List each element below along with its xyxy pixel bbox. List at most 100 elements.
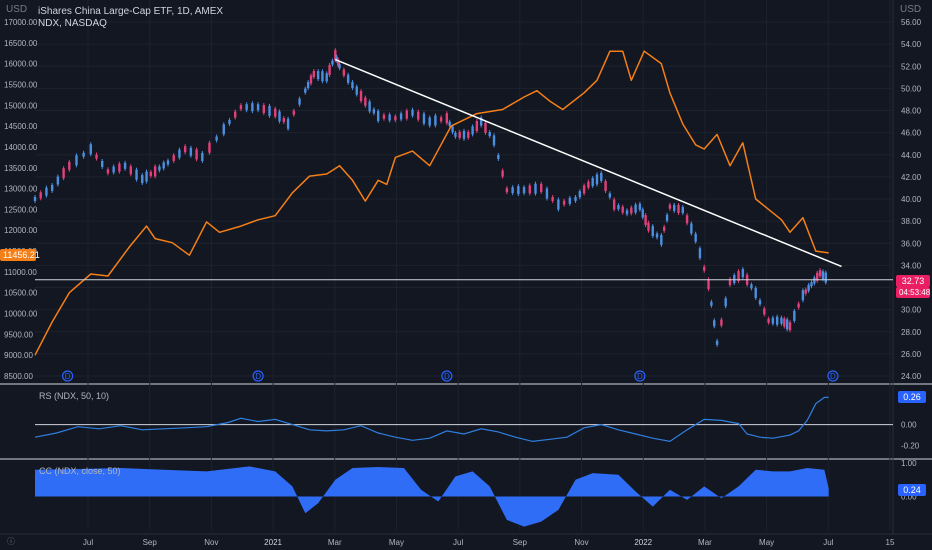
- right-tick-label: 56.00: [901, 18, 922, 27]
- candle-body: [189, 147, 193, 156]
- candle-body: [621, 206, 624, 213]
- candle-body: [434, 115, 437, 126]
- dividend-marker: [634, 370, 646, 382]
- candle-body: [681, 207, 684, 214]
- candle-body: [630, 207, 633, 214]
- candle-body: [405, 110, 408, 119]
- x-tick-label: May: [759, 538, 774, 547]
- candle-body: [651, 226, 654, 237]
- right-tick-label: 48.00: [901, 107, 922, 116]
- candle-body: [582, 185, 586, 194]
- x-tick-label: 15: [886, 538, 895, 547]
- grid: [0, 0, 932, 535]
- candle-body: [617, 205, 620, 210]
- cc-title[interactable]: CC (NDX, close, 50): [39, 466, 121, 476]
- candle-body: [377, 111, 380, 122]
- left-tick-label: 9500.00: [4, 330, 33, 339]
- candle-body: [359, 91, 363, 102]
- candle-body: [475, 120, 479, 131]
- rs-indicator-panel[interactable]: [34, 396, 893, 443]
- left-tick-label: 13000.00: [4, 185, 38, 194]
- candle-body: [428, 117, 431, 126]
- candle-body: [710, 301, 713, 306]
- cc-series-area: [35, 466, 829, 527]
- candle-body: [724, 298, 727, 307]
- candle-body: [454, 132, 457, 137]
- dividend-marker-label: D: [65, 372, 71, 381]
- dividend-marker: [827, 370, 839, 382]
- candle-body: [331, 60, 334, 65]
- candle-body: [394, 116, 397, 121]
- candle-body: [497, 154, 500, 159]
- candle-body: [239, 105, 243, 110]
- chart-title[interactable]: iShares China Large-Cap ETF, 1D, AMEX: [38, 6, 224, 17]
- candle-body: [292, 110, 296, 115]
- candle-body: [162, 162, 165, 169]
- x-tick-label: May: [389, 538, 404, 547]
- right-tick-label: 52.00: [901, 62, 922, 71]
- dividend-marker-label: D: [444, 372, 450, 381]
- candle-body: [256, 104, 260, 111]
- ndx-series-line: [34, 50, 829, 356]
- left-tick-label: 17000.00: [4, 18, 38, 27]
- right-tick-label: 38.00: [901, 217, 922, 226]
- candle-body: [733, 275, 736, 284]
- left-tick-label: 13500.00: [4, 164, 38, 173]
- candle-body: [346, 74, 350, 83]
- candle-body: [268, 105, 271, 116]
- candle-body: [306, 82, 310, 89]
- candle-body: [282, 118, 286, 123]
- cc-tick-label: 1.00: [901, 459, 917, 468]
- x-tick-label: 2022: [634, 538, 652, 547]
- candle-body: [505, 188, 509, 193]
- candle-body: [141, 175, 144, 184]
- candle-body: [685, 215, 689, 224]
- candle-body: [492, 135, 496, 146]
- candle-body: [771, 317, 775, 324]
- candle-body: [351, 82, 354, 89]
- candle-body: [647, 222, 650, 231]
- x-tick-label: Nov: [204, 538, 218, 547]
- right-tick-label: 36.00: [901, 239, 922, 248]
- candle-body: [448, 121, 451, 126]
- right-tick-label: 24.00: [901, 372, 922, 381]
- x-tick-label: Nov: [574, 538, 588, 547]
- candle-body: [720, 319, 723, 326]
- ndx-last-price-badge: 11456.21: [0, 249, 40, 261]
- candle-body: [737, 271, 740, 282]
- candle-body: [501, 170, 504, 177]
- candle-body: [758, 300, 762, 305]
- candle-body: [245, 104, 248, 111]
- candle-body: [251, 103, 254, 112]
- candle-body: [145, 171, 148, 182]
- candle-body: [364, 97, 367, 106]
- cc-last-badge: 0.24: [898, 484, 926, 496]
- cc-indicator-panel[interactable]: [35, 466, 829, 527]
- candle-body: [112, 166, 115, 173]
- candle-body: [166, 160, 170, 165]
- candle-body: [665, 214, 669, 221]
- candle-body: [399, 113, 403, 120]
- candle-body: [215, 136, 218, 141]
- candle-body: [488, 132, 491, 137]
- candle-body: [655, 233, 659, 238]
- comparison-symbol[interactable]: NDX, NASDAQ: [38, 18, 107, 29]
- right-tick-label: 26.00: [901, 350, 922, 359]
- candle-body: [797, 303, 800, 308]
- candle-body: [153, 166, 157, 177]
- candle-body: [135, 169, 138, 180]
- right-tick-label: 54.00: [901, 40, 922, 49]
- candle-body: [668, 204, 672, 209]
- main-price-panel[interactable]: [33, 48, 893, 356]
- rs-title[interactable]: RS (NDX, 50, 10): [39, 391, 110, 401]
- candle-body: [355, 86, 358, 95]
- candle-body: [604, 181, 607, 192]
- left-axis-unit: USD: [6, 4, 28, 15]
- candle-body: [484, 122, 487, 133]
- info-icon[interactable]: ⓘ: [7, 537, 15, 546]
- left-tick-label: 11000.00: [4, 268, 37, 277]
- candle-body: [707, 279, 710, 290]
- candle-body: [785, 319, 789, 330]
